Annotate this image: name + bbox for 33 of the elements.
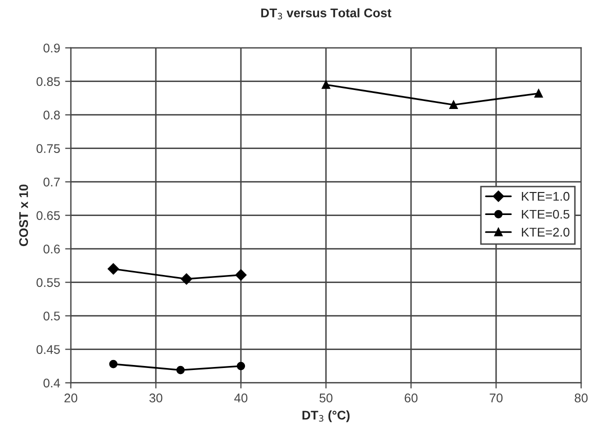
point <box>180 273 192 285</box>
chart-title: DT$_{3}$ versus Total Cost <box>261 8 392 20</box>
y-axis-title: COST x 10 <box>19 184 28 246</box>
x-tick-label: 50 <box>320 394 332 402</box>
point <box>236 362 246 370</box>
x-tick-label: 60 <box>404 394 418 402</box>
point <box>176 366 185 374</box>
point <box>108 263 119 275</box>
x-tick-label: 80 <box>574 394 588 402</box>
y-tick-label: 0.5 <box>43 312 60 320</box>
y-tick-label: 0.75 <box>36 144 60 153</box>
legend-label: KTE=1.0 <box>522 192 570 201</box>
y-tick-label: 0.85 <box>36 77 60 86</box>
legend-label: KTE=2.0 <box>522 228 570 237</box>
y-tick-label: 0.6 <box>43 244 60 254</box>
point <box>235 269 247 281</box>
point <box>109 360 118 368</box>
point <box>449 100 458 109</box>
x-tick-label: 20 <box>64 394 78 402</box>
y-tick-label: 0.9 <box>43 44 60 52</box>
x-tick-label: 40 <box>234 394 248 402</box>
y-tick-label: 0.45 <box>36 345 60 354</box>
point <box>322 80 330 89</box>
point <box>534 89 543 98</box>
x-axis-title: DT$_{3}$ (°C) <box>302 410 350 422</box>
x-tick-label: 30 <box>149 394 162 402</box>
y-tick-label: 0.8 <box>43 110 60 120</box>
y-tick-label: 0.4 <box>43 378 60 388</box>
x-tick-label: 70 <box>490 394 503 402</box>
y-tick-label: 0.55 <box>36 278 60 287</box>
y-tick-label: 0.65 <box>36 211 60 220</box>
y-tick-label: 0.7 <box>43 178 60 186</box>
legend-label: KTE=0.5 <box>522 210 570 219</box>
